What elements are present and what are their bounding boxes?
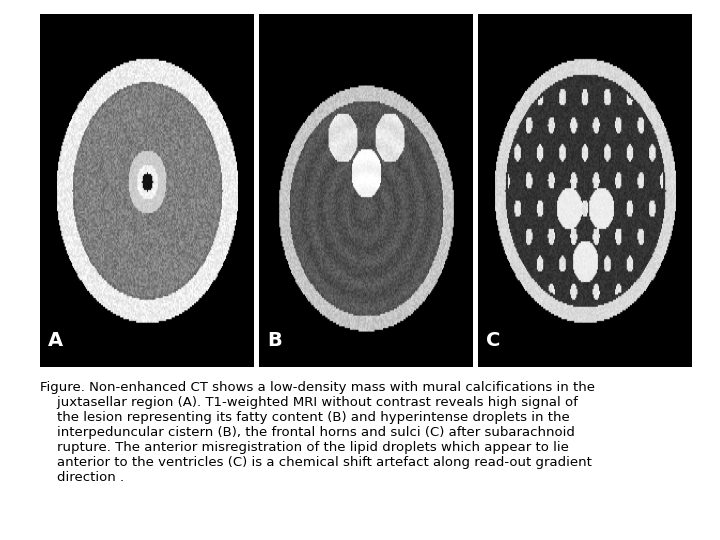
Text: C: C	[487, 330, 500, 349]
Bar	[258, 14, 472, 367]
Bar	[478, 14, 691, 367]
Text: B: B	[267, 330, 282, 349]
Text: Figure. Non-enhanced CT shows a low-density mass with mural calcifications in th: Figure. Non-enhanced CT shows a low-dens…	[40, 381, 595, 484]
Text: A: A	[48, 330, 63, 349]
Bar	[40, 14, 253, 367]
